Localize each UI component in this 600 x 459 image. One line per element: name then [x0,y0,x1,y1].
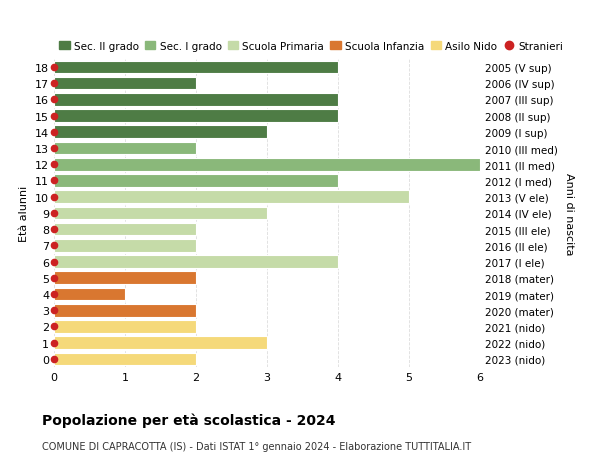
Bar [54,304,196,317]
Bar [54,336,267,349]
Bar [54,110,338,123]
Bar [54,288,125,301]
Text: COMUNE DI CAPRACOTTA (IS) - Dati ISTAT 1° gennaio 2024 - Elaborazione TUTTITALIA: COMUNE DI CAPRACOTTA (IS) - Dati ISTAT 1… [42,441,471,451]
Bar [54,175,338,187]
Bar [54,94,338,106]
Y-axis label: Anni di nascita: Anni di nascita [565,172,574,255]
Bar [54,158,480,171]
Bar [54,272,196,285]
Bar [54,320,196,333]
Bar [54,62,338,74]
Bar [54,207,267,220]
Bar [54,126,267,139]
Y-axis label: Età alunni: Età alunni [19,185,29,241]
Bar [54,256,338,269]
Bar [54,240,196,252]
Bar [54,191,409,203]
Bar [54,78,196,90]
Bar [54,224,196,236]
Bar [54,142,196,155]
Legend: Sec. II grado, Sec. I grado, Scuola Primaria, Scuola Infanzia, Asilo Nido, Stran: Sec. II grado, Sec. I grado, Scuola Prim… [59,41,563,51]
Text: Popolazione per età scolastica - 2024: Popolazione per età scolastica - 2024 [42,413,335,428]
Bar [54,353,196,365]
